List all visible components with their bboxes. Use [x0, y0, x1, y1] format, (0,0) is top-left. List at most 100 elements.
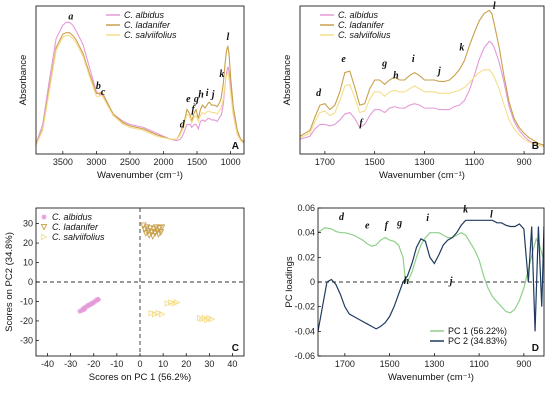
- x-axis-title-C: Scores on PC 1 (56.2%): [89, 372, 191, 383]
- series-line-A-1: [36, 32, 244, 146]
- peak-annotation-A: i: [206, 88, 209, 99]
- y-tick-label-C: -20: [20, 316, 33, 326]
- series-line-B-1: [300, 9, 544, 146]
- x-tick-label-A: 2500: [120, 157, 140, 167]
- x-tick-label-B: 1700: [315, 157, 335, 167]
- x-tick-label-C: 30: [204, 359, 214, 369]
- legend-marker-C: [41, 214, 47, 220]
- peak-annotation-A: a: [68, 11, 73, 22]
- x-axis-title-A: Wavenumber (cm⁻¹): [97, 170, 183, 181]
- panel-letter-B: B: [532, 141, 539, 152]
- peak-annotation-D: j: [448, 276, 453, 287]
- x-axis-title-B: Wavenumber (cm⁻¹): [379, 170, 465, 181]
- x-tick-label-C: -40: [41, 359, 54, 369]
- x-tick-label-A: 3000: [86, 157, 106, 167]
- x-tick-label-A: 1000: [221, 157, 241, 167]
- peak-annotation-A: b: [96, 81, 101, 92]
- peak-annotation-B: j: [436, 66, 441, 77]
- peak-annotation-D: e: [365, 220, 370, 231]
- scatter-point-1: [158, 224, 166, 232]
- peak-annotation-A: j: [210, 90, 215, 101]
- peak-annotation-B: g: [381, 59, 387, 70]
- series-line-B-0: [300, 40, 544, 148]
- y-tick-label-D: 0: [310, 277, 315, 287]
- legend-entry-B: C. salviifolius: [338, 30, 391, 40]
- y-tick-label-C: 0: [28, 277, 33, 287]
- legend-entry-B: C. ladanifer: [338, 20, 385, 30]
- y-tick-label-C: 20: [23, 238, 33, 248]
- legend-entry-A: C. ladanifer: [124, 20, 171, 30]
- panel-d: 1700 1500 1300 1100 900 -0.06 -0.04 -0.02 0 0.02 0…: [284, 203, 545, 383]
- y-tick-label-C: 30: [23, 219, 33, 229]
- scatter-point-2: [208, 315, 216, 323]
- peak-annotation-A: c: [101, 87, 106, 98]
- y-tick-label-D: 0.06: [297, 203, 315, 213]
- y-tick-label-D: 0.04: [297, 228, 315, 238]
- x-tick-label-C: -20: [87, 359, 100, 369]
- series-line-B-2: [300, 69, 544, 148]
- x-tick-label-C: 20: [181, 359, 191, 369]
- scatter-point-0: [96, 297, 101, 302]
- y-tick-label-D: -0.02: [294, 302, 315, 312]
- panel-letter-C: C: [232, 343, 239, 354]
- y-tick-label-C: 10: [23, 258, 33, 268]
- peak-annotation-D: l: [490, 209, 493, 220]
- scatter-point-2: [158, 310, 166, 318]
- scatter-point-1: [149, 233, 157, 240]
- y-axis-title-C: Scores on PC2 (34.8%): [4, 232, 15, 332]
- panel-b: 1700 1500 1300 1100 900 Wavenumber (cm⁻¹) Abso…: [282, 1, 545, 181]
- scatter-point-2: [168, 299, 175, 306]
- scatter-point-1: [155, 231, 162, 238]
- peak-annotation-A: e: [186, 94, 191, 105]
- peak-annotation-D: d: [339, 212, 345, 223]
- x-tick-label-C: 0: [137, 359, 142, 369]
- x-tick-label-A: 2000: [153, 157, 173, 167]
- x-tick-label-D: 1300: [424, 359, 444, 369]
- scatter-point-2: [151, 310, 159, 318]
- x-tick-label-C: 10: [158, 359, 168, 369]
- legend-entry-C: C. salviifolius: [52, 232, 105, 242]
- legend-entry-C: C. ladanifer: [52, 222, 99, 232]
- x-axis-title-D: Wavenumber (cm⁻¹): [388, 372, 474, 383]
- x-tick-label-D: 900: [516, 359, 531, 369]
- plot-frame-A: [35, 5, 245, 155]
- x-tick-label-B: 1500: [365, 157, 385, 167]
- y-tick-label-D: 0.02: [297, 252, 315, 262]
- y-tick-label-D: -0.06: [294, 351, 315, 361]
- y-axis-title-A: Absorbance: [18, 55, 29, 106]
- legend-entry-A: C. salviifolius: [124, 30, 177, 40]
- x-tick-label-B: 1100: [465, 157, 484, 167]
- scatter-point-2: [148, 309, 156, 317]
- y-tick-label-C: -30: [20, 335, 33, 345]
- panel-a: 3500 3000 2500 2000 1500 1000 Wavenumber (cm⁻¹…: [18, 5, 245, 181]
- x-tick-label-A: 3500: [53, 157, 73, 167]
- peak-annotation-B: i: [412, 54, 415, 65]
- scatter-point-1: [157, 229, 165, 236]
- y-tick-label-D: -0.04: [294, 326, 315, 336]
- legend-marker-C: [40, 233, 48, 241]
- series-line-A-0: [36, 21, 244, 144]
- plot-frame-B: [299, 5, 545, 155]
- peak-annotation-B: l: [493, 1, 496, 12]
- series-line-A-2: [36, 35, 244, 146]
- peak-annotation-D: g: [396, 218, 402, 229]
- x-tick-label-D: 1100: [469, 359, 488, 369]
- x-tick-label-C: 40: [227, 359, 237, 369]
- panel-letter-A: A: [232, 141, 239, 152]
- x-tick-label-D: 1500: [380, 359, 400, 369]
- legend-entry-B: C. albidus: [338, 10, 379, 20]
- x-tick-label-B: 1300: [414, 157, 434, 167]
- legend-marker-C: [40, 223, 48, 231]
- x-tick-label-C: -10: [110, 359, 123, 369]
- series-line-D-1: [318, 219, 544, 332]
- panel-letter-D: D: [532, 343, 539, 354]
- y-axis-title-B: Absorbance: [282, 55, 293, 106]
- peak-annotation-A: d: [180, 119, 186, 130]
- legend-entry-D: PC 2 (34.83%): [448, 336, 507, 346]
- peak-annotation-D: h: [404, 276, 410, 287]
- peak-annotation-D: i: [426, 213, 429, 224]
- peak-annotation-D: f: [385, 220, 390, 231]
- peak-annotation-A: h: [198, 90, 204, 101]
- legend-entry-C: C. albidus: [52, 212, 93, 222]
